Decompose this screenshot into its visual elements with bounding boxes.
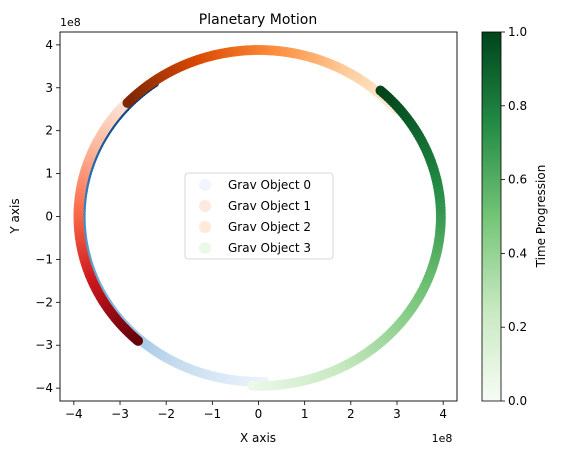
y-tick-label: 0 [45,210,53,224]
y-tick-label: 1 [45,167,53,181]
x-tick-label: −1 [203,407,221,421]
y-tick-label: −4 [35,381,53,395]
x-tick-label: 1 [301,407,309,421]
data-points [73,45,446,391]
colorbar-gradient [481,31,502,402]
legend-label: Grav Object 2 [228,220,311,234]
y-tick-label: −2 [35,295,53,309]
legend-label: Grav Object 1 [228,199,311,213]
colorbar-tick-label: 0.0 [508,394,527,408]
data-point-series-3 [375,85,386,96]
y-tick-label: −1 [35,252,53,266]
legend: Grav Object 0 Grav Object 1 Grav Object 2 G… [184,172,334,260]
legend-marker [199,179,211,191]
y-offset-label: 1e8 [60,16,81,29]
chart-title: Planetary Motion [199,12,317,28]
colorbar: 0.0 0.2 0.4 0.6 0.8 1.0 Time Progression [481,25,548,408]
legend-marker [199,242,211,254]
y-axis-label: Y axis [8,198,22,234]
x-tick-label: −3 [111,407,129,421]
y-tick-label: 4 [45,38,53,52]
x-tick-label: 3 [393,407,401,421]
x-tick-label: −4 [65,407,83,421]
x-tick-label: −2 [157,407,175,421]
legend-marker [199,221,211,233]
data-point-series-2 [122,97,133,108]
x-tick-label: 2 [347,407,355,421]
x-axis-ticks: −4 −3 −2 −1 0 1 2 3 4 [65,401,447,421]
data-point-series-1 [133,335,144,346]
x-tick-label: 0 [255,407,263,421]
legend-label: Grav Object 3 [228,241,311,255]
y-axis-ticks: −4 −3 −2 −1 0 1 2 3 4 [35,38,60,395]
legend-box [184,172,334,260]
colorbar-tick-label: 0.4 [508,246,527,260]
colorbar-tick-label: 1.0 [508,25,527,39]
y-tick-label: 3 [45,81,53,95]
x-axis-label: X axis [240,431,276,445]
colorbar-tick-label: 0.6 [508,173,527,187]
x-tick-label: 4 [439,407,447,421]
legend-marker [199,200,211,212]
y-tick-label: 2 [45,124,53,138]
colorbar-tick-label: 0.2 [508,320,527,334]
x-offset-label: 1e8 [432,432,453,445]
colorbar-label: Time Progression [534,165,548,269]
y-tick-label: −3 [35,338,53,352]
legend-label: Grav Object 0 [228,178,311,192]
colorbar-tick-label: 0.8 [508,99,527,113]
